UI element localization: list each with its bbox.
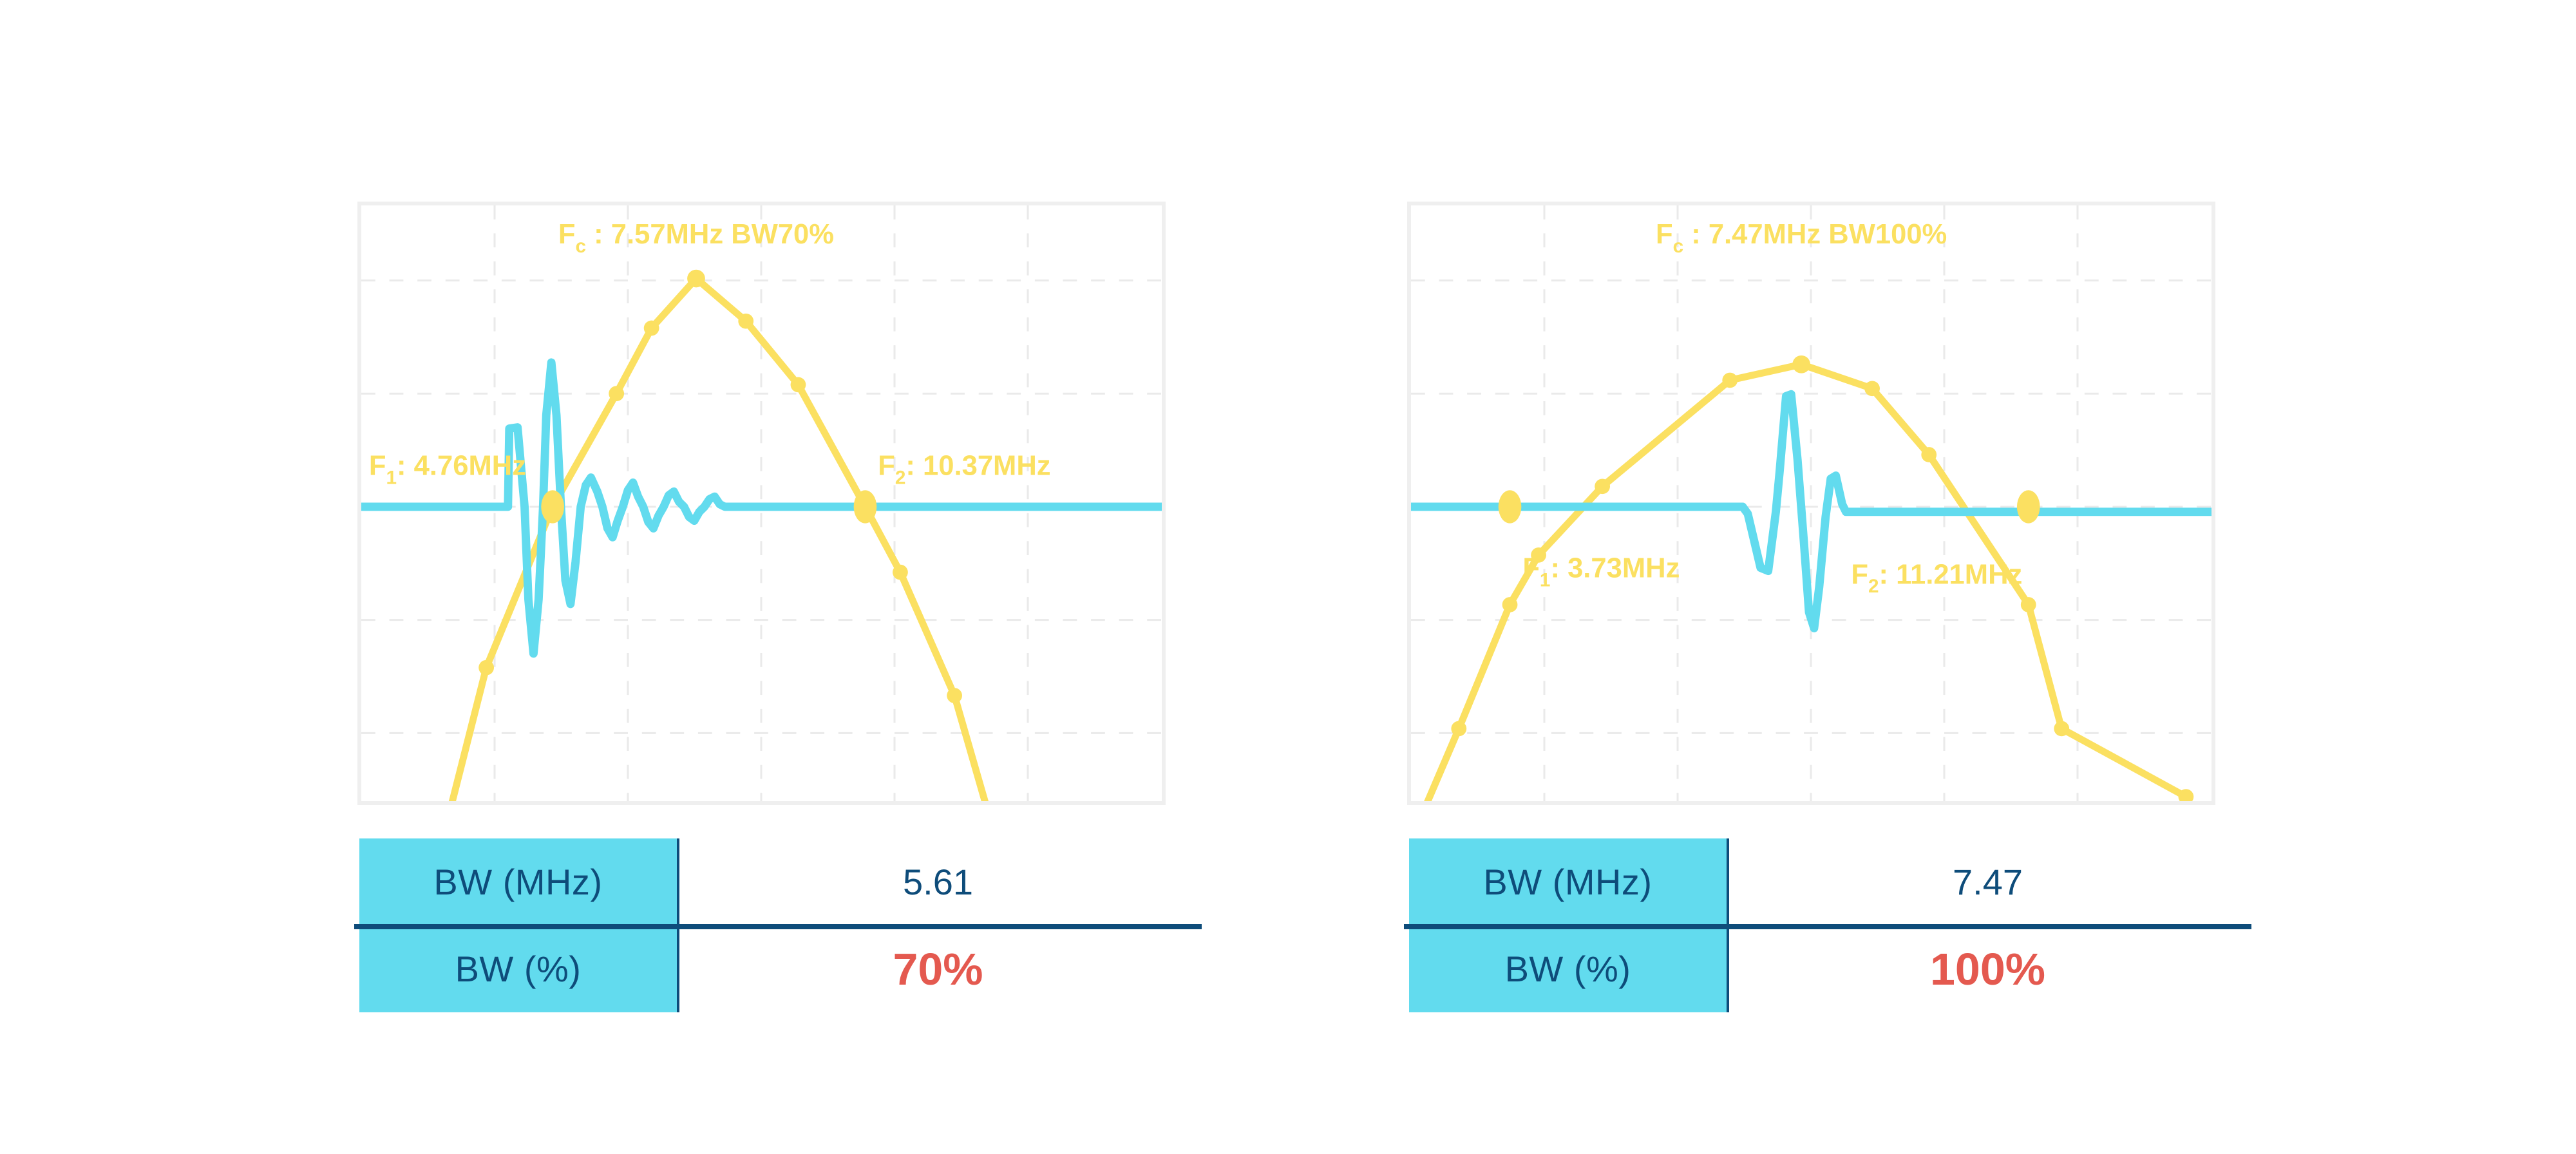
f2-marker-right: [2016, 490, 2040, 524]
f1-marker-left: [541, 490, 564, 524]
spectrum-curve-right: [1424, 361, 2190, 801]
bw-table-left: BW (MHz) 5.61 BW (%) 70%: [354, 838, 1202, 1012]
bw-mhz-label: BW (MHz): [433, 862, 603, 902]
bw-mhz-value-cell: 5.61: [679, 838, 1197, 925]
spectrum-markers-left: [478, 269, 962, 703]
table-mid-rule: [1404, 924, 2251, 929]
spectrum-curve-left: [448, 275, 989, 801]
fc-annotation-right: Fc : 7.47MHz BW100%: [1656, 219, 1947, 257]
f2-annotation-right: F2: 11.21MHz: [1851, 559, 2022, 597]
cutoff-markers-left: [541, 490, 877, 524]
table-row: BW (MHz) 7.47: [1409, 838, 2246, 925]
bw-mhz-value: 5.61: [903, 862, 973, 902]
bw-pct-value-cell: 70%: [679, 925, 1197, 1012]
bw-mhz-label: BW (MHz): [1483, 862, 1653, 902]
bw-pct-value: 100%: [1929, 943, 2046, 994]
table-mid-rule: [354, 924, 1202, 929]
f1-marker-right: [1498, 490, 1522, 524]
bw-pct-value: 70%: [893, 943, 983, 994]
chart-right: Fc : 7.47MHz BW100% F1: 3.73MHz F2: 11.2…: [1411, 205, 2211, 801]
panel-left: Fc : 7.57MHz BW70% F1: 4.76MHz F2: 10.37…: [277, 0, 1372, 1154]
pulse-echo-curve-left: [361, 358, 1162, 658]
panel-right: Fc : 7.47MHz BW100% F1: 3.73MHz F2: 11.2…: [1327, 0, 2421, 1154]
bw-mhz-value-cell: 7.47: [1729, 838, 2246, 925]
bw-pct-header-cell: BW (%): [359, 925, 679, 1012]
table-row: BW (MHz) 5.61: [359, 838, 1197, 925]
f2-annotation-left: F2: 10.37MHz: [878, 451, 1050, 489]
table-row: BW (%) 70%: [359, 925, 1197, 1012]
bw-mhz-header-cell: BW (MHz): [1409, 838, 1729, 925]
spectrum-markers-right: [1451, 355, 2194, 801]
fc-annotation-left: Fc : 7.57MHz BW70%: [558, 219, 834, 257]
bw-pct-label: BW (%): [1504, 949, 1631, 989]
f1-annotation-right: F1: 3.73MHz: [1522, 553, 1680, 591]
chart-frame-left: Fc : 7.57MHz BW70% F1: 4.76MHz F2: 10.37…: [357, 202, 1166, 805]
cutoff-markers-right: [1498, 490, 2040, 524]
chart-frame-right: Fc : 7.47MHz BW100% F1: 3.73MHz F2: 11.2…: [1407, 202, 2215, 805]
bw-table-right: BW (MHz) 7.47 BW (%) 100%: [1404, 838, 2251, 1012]
f2-marker-left: [853, 490, 877, 524]
table-row: BW (%) 100%: [1409, 925, 2246, 1012]
chart-left: Fc : 7.57MHz BW70% F1: 4.76MHz F2: 10.37…: [361, 205, 1162, 801]
f1-annotation-left: F1: 4.76MHz: [369, 451, 526, 489]
bw-pct-header-cell: BW (%): [1409, 925, 1729, 1012]
pulse-echo-curve-right: [1411, 390, 2211, 632]
bw-pct-value-cell: 100%: [1729, 925, 2246, 1012]
bw-pct-label: BW (%): [455, 949, 582, 989]
bw-mhz-value: 7.47: [1953, 862, 2023, 902]
bw-mhz-header-cell: BW (MHz): [359, 838, 679, 925]
